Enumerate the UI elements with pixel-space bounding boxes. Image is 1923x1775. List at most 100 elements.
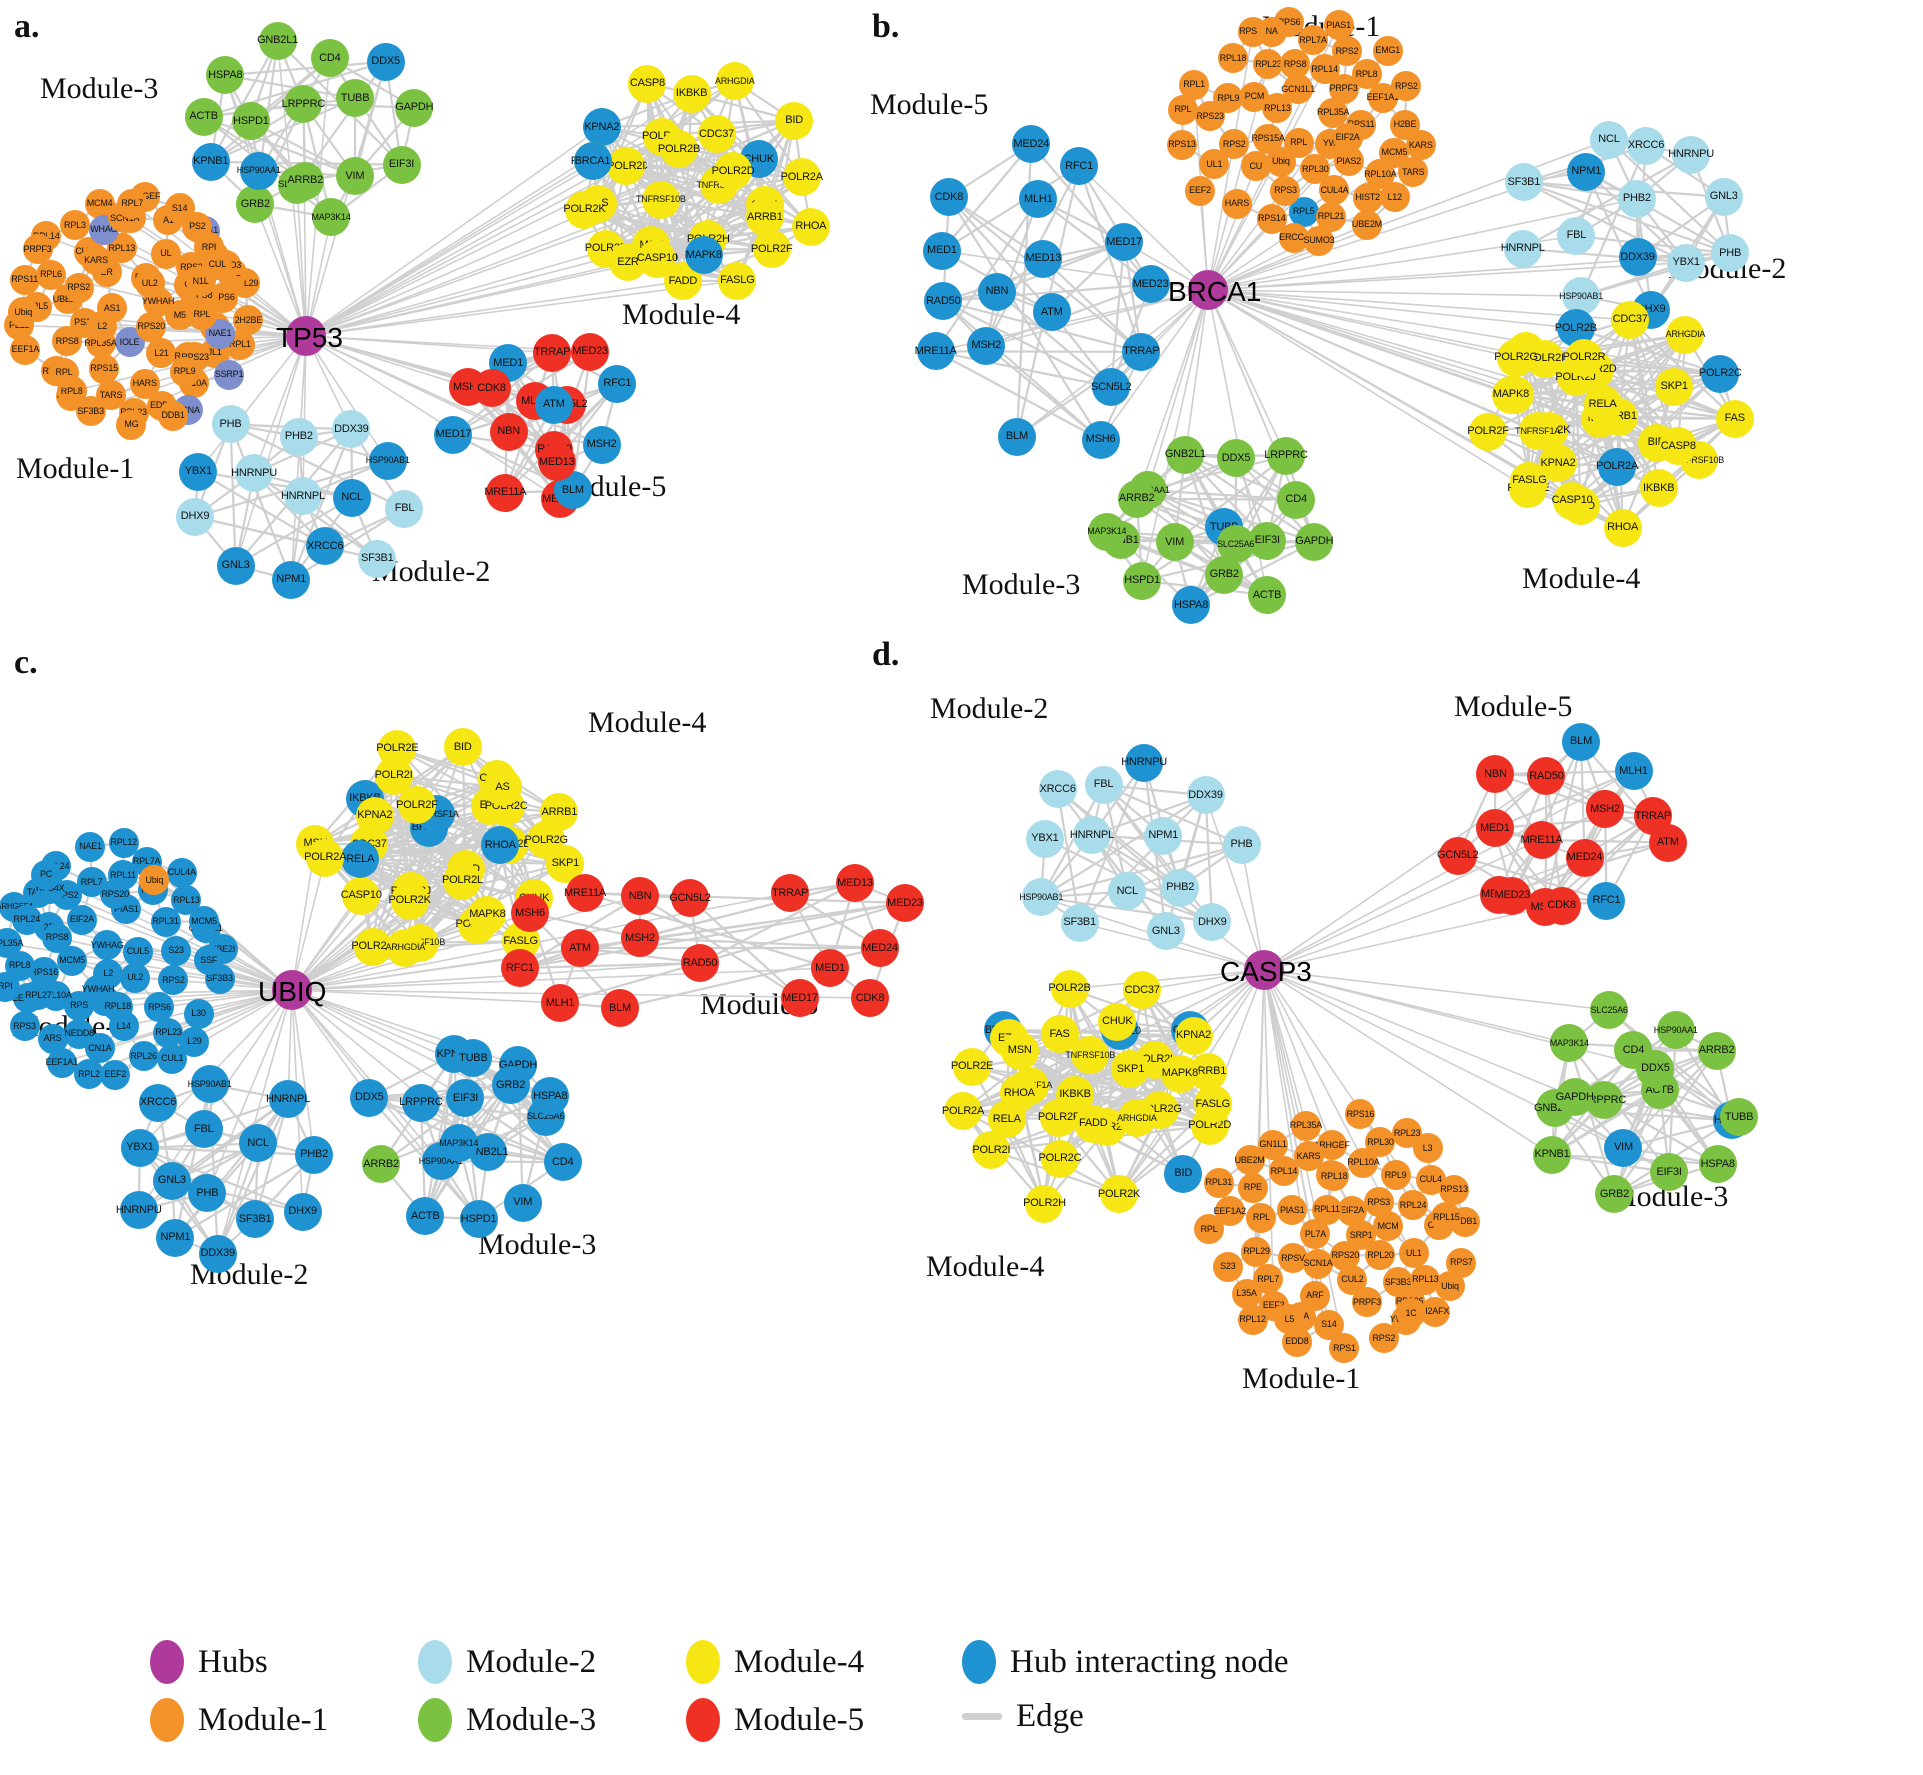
module-node[interactable]: S23 — [161, 935, 192, 966]
module-node[interactable]: PHB — [188, 1174, 227, 1213]
module-node[interactable]: ATM — [534, 385, 573, 424]
module-node[interactable]: YBX1 — [1667, 243, 1706, 282]
module-node[interactable]: HSP90AB1 — [1019, 878, 1063, 917]
module-node[interactable]: POLR2C — [1039, 1139, 1082, 1178]
module-node[interactable]: MED24 — [1565, 838, 1604, 877]
module-node[interactable]: HSP90AA1 — [237, 151, 281, 190]
module-node[interactable]: UBE2M — [1234, 1145, 1265, 1176]
module-node[interactable]: MLH1 — [541, 984, 579, 1022]
module-node[interactable]: NA — [1256, 16, 1287, 47]
module-node[interactable]: GNL3 — [1704, 177, 1743, 216]
module-node[interactable]: RPS2 — [1219, 129, 1250, 160]
module-node[interactable]: RPS8 — [52, 326, 83, 357]
module-node[interactable]: MED23 — [1131, 265, 1170, 304]
module-node[interactable]: HSPA8 — [206, 56, 245, 95]
module-node[interactable]: RPL30 — [1365, 1127, 1396, 1158]
module-node[interactable]: TUBB — [454, 1039, 493, 1078]
module-node[interactable]: NCL — [239, 1124, 278, 1163]
module-node[interactable]: L5 — [1274, 1304, 1305, 1335]
module-node[interactable]: RPS2 — [63, 272, 94, 303]
module-node[interactable]: RPL7 — [117, 188, 148, 219]
module-node[interactable]: PIAS1 — [1323, 10, 1354, 41]
module-node[interactable]: RFC1 — [501, 949, 539, 987]
module-node[interactable]: SF3B1 — [1060, 903, 1099, 942]
module-node[interactable]: RPL35A — [1290, 1110, 1322, 1141]
module-node[interactable]: RHOA — [791, 207, 830, 246]
module-node[interactable]: RPL30 — [1300, 154, 1331, 185]
module-node[interactable]: PC — [31, 859, 62, 890]
module-node[interactable]: YWHAG — [91, 930, 124, 961]
module-node[interactable]: ACTB — [1248, 576, 1287, 615]
module-node[interactable]: VIM — [1604, 1128, 1643, 1167]
module-node[interactable]: PHB2 — [1617, 179, 1656, 218]
module-node[interactable]: FADD — [1074, 1104, 1113, 1143]
module-node[interactable]: MAP3K14 — [1550, 1024, 1589, 1063]
module-node[interactable]: RELA — [341, 840, 380, 879]
module-node[interactable]: RPS3 — [1270, 175, 1301, 206]
module-node[interactable]: L12 — [1379, 182, 1410, 213]
module-node[interactable]: NEDD8 — [64, 1018, 95, 1049]
module-node[interactable]: FASLG — [718, 261, 757, 300]
module-node[interactable]: NBN — [489, 412, 528, 451]
module-node[interactable]: PHB2 — [1161, 868, 1200, 907]
module-node[interactable]: CDK8 — [472, 369, 511, 408]
module-node[interactable]: RHOA — [481, 826, 520, 865]
module-node[interactable]: PRPF3 — [22, 234, 53, 265]
module-node[interactable]: NBN — [977, 272, 1016, 311]
module-node[interactable]: RPL14 — [1268, 1156, 1299, 1187]
module-node[interactable]: MG — [116, 409, 147, 440]
module-node[interactable]: DDX39 — [332, 410, 371, 449]
module-node[interactable]: MED1 — [811, 949, 849, 987]
module-node[interactable]: GRB2 — [1595, 1175, 1634, 1214]
module-node[interactable]: S23 — [1212, 1251, 1243, 1282]
module-node[interactable]: SUMO3 — [1303, 225, 1335, 256]
module-node[interactable]: ATM — [561, 929, 599, 967]
module-node[interactable]: POLR2R — [1563, 338, 1606, 377]
module-node[interactable]: ARRB2 — [362, 1145, 401, 1184]
module-node[interactable]: ACTB — [406, 1197, 445, 1236]
module-node[interactable]: AS — [483, 768, 522, 807]
module-node[interactable]: FBL — [385, 489, 424, 528]
module-node[interactable]: CASP10 — [637, 239, 678, 278]
module-node[interactable]: TRRAP — [771, 874, 809, 912]
module-node[interactable]: POLR2A — [304, 838, 347, 877]
module-node[interactable]: MAPK8 — [468, 895, 507, 934]
module-node[interactable]: HARS — [129, 368, 160, 399]
module-node[interactable]: NPM1 — [156, 1218, 195, 1257]
module-node[interactable]: HSPA8 — [1698, 1145, 1737, 1184]
module-node[interactable]: MED17 — [781, 979, 819, 1017]
module-node[interactable]: EIF2A — [66, 904, 97, 935]
module-node[interactable]: NCL — [333, 478, 372, 517]
module-node[interactable]: S14 — [164, 193, 195, 224]
module-node[interactable]: CUL2 — [1337, 1264, 1368, 1295]
module-node[interactable]: RPS6 — [144, 992, 175, 1023]
module-node[interactable]: MRE11A — [1521, 821, 1563, 859]
module-node[interactable]: TRRAP — [1633, 797, 1672, 835]
module-node[interactable]: RPS8 — [42, 922, 73, 953]
module-node[interactable]: MED1 — [1475, 809, 1514, 848]
module-node[interactable]: RPL27 — [23, 980, 54, 1011]
module-node[interactable]: CASP10 — [1552, 481, 1593, 520]
module-node[interactable]: POLR2E — [951, 1047, 993, 1086]
module-node[interactable]: CHUK — [1098, 1002, 1137, 1041]
module-node[interactable]: RPL9 — [1380, 1160, 1411, 1190]
module-node[interactable]: YBX1 — [179, 452, 218, 491]
module-node[interactable]: ARHGDIA — [385, 928, 425, 967]
module-node[interactable]: CDK8 — [851, 979, 889, 1017]
module-node[interactable]: EIF2A — [1332, 122, 1363, 153]
module-node[interactable]: MAP3K14 — [1087, 512, 1127, 551]
module-node[interactable]: MLH1 — [1614, 752, 1653, 791]
module-node[interactable]: MED1 — [922, 231, 961, 270]
module-node[interactable]: MED23 — [1493, 876, 1532, 915]
module-node[interactable]: YBX1 — [1025, 819, 1064, 858]
module-node[interactable]: MAPK8 — [1491, 375, 1530, 414]
module-node[interactable]: RAD50 — [1527, 757, 1566, 796]
module-node[interactable]: HSP90AA1 — [1654, 1011, 1698, 1050]
module-node[interactable]: GAPDH — [1556, 1078, 1594, 1117]
module-node[interactable]: HSPA8 — [531, 1077, 570, 1116]
module-node[interactable]: HSPD1 — [1123, 561, 1162, 600]
module-node[interactable]: TRRAP — [1122, 332, 1161, 371]
module-node[interactable]: SKP1 — [1111, 1050, 1150, 1089]
module-node[interactable]: NPM1 — [1567, 152, 1606, 191]
module-node[interactable]: RPS20 — [136, 311, 167, 342]
